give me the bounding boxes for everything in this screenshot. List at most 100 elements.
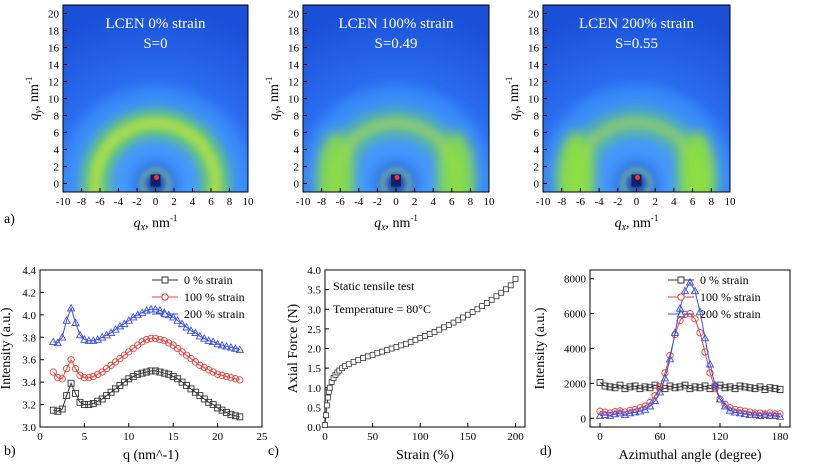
inner-halo	[140, 168, 171, 192]
data-point	[49, 337, 58, 346]
data-point	[736, 382, 744, 390]
data-point	[142, 335, 151, 344]
data-point	[227, 374, 235, 382]
x-tick-label: 2	[412, 196, 418, 208]
data-point	[160, 336, 168, 345]
y-tick-label: 3.8	[22, 332, 36, 344]
data-point	[173, 316, 182, 324]
y-axis-label: Intensity (a.u.)	[0, 307, 14, 389]
data-point	[431, 329, 438, 335]
data-point	[62, 365, 71, 373]
y-tick-label: 12	[48, 77, 59, 89]
data-point	[720, 401, 730, 410]
data-point	[635, 406, 645, 415]
data-point	[464, 311, 471, 318]
y-axis-label: qy, nm-1	[24, 77, 44, 121]
x-tick-label: 180	[772, 431, 789, 443]
data-point	[651, 381, 659, 389]
data-point	[177, 319, 187, 328]
x-tick-label: 10	[243, 196, 255, 208]
x-tick-label: 0	[322, 431, 328, 443]
equatorial-lobe-left	[557, 131, 594, 192]
data-point	[138, 369, 146, 377]
data-point	[746, 384, 754, 392]
x-axis-label: q (nm^-1)	[123, 448, 179, 463]
x-tick-label: 0	[597, 431, 603, 443]
x-tick-label: 8	[227, 196, 233, 208]
data-point	[417, 335, 424, 341]
y-axis-label: Axial Force (N)	[286, 303, 301, 393]
data-point	[379, 348, 386, 355]
x-tick-label: 8	[709, 196, 715, 208]
y-tick-label: 20	[528, 9, 540, 21]
data-point	[350, 358, 357, 365]
data-point	[484, 300, 490, 306]
data-point	[412, 336, 419, 343]
x-tick-label: -2	[373, 196, 382, 208]
data-point	[676, 316, 684, 325]
data-point	[160, 369, 168, 377]
data-point	[616, 407, 624, 415]
y-tick-label: 1.0	[307, 383, 321, 395]
panel-label-c: c)	[268, 444, 279, 459]
data-point	[384, 347, 390, 353]
data-point	[766, 384, 774, 392]
legend-label: 100 % strain	[184, 290, 245, 304]
data-point	[730, 407, 740, 416]
data-point	[147, 367, 155, 375]
legend-marker	[676, 309, 686, 318]
heatmap-order-parameter: S=0	[143, 36, 167, 52]
series-line-0	[599, 382, 781, 391]
y-tick-label: 0.0	[307, 422, 321, 434]
data-point	[67, 379, 75, 387]
y-tick-label: 12	[288, 77, 299, 89]
data-point	[204, 336, 213, 344]
data-point	[696, 329, 704, 337]
y-tick-label: 10	[288, 94, 300, 106]
data-point	[227, 411, 235, 419]
data-point	[710, 380, 720, 389]
data-point	[721, 400, 729, 408]
data-point	[231, 375, 240, 383]
data-point	[488, 296, 495, 303]
data-point	[85, 401, 93, 409]
x-tick-label: -8	[77, 196, 87, 208]
x-tick-label: 6	[449, 196, 455, 208]
data-point	[403, 340, 409, 347]
data-point	[388, 345, 395, 352]
y-tick-label: 4.0	[22, 310, 36, 322]
x-tick-label: -4	[595, 196, 605, 208]
x-tick-label: 25	[257, 431, 269, 443]
data-point	[690, 286, 700, 295]
data-point	[755, 411, 765, 419]
chart-annotation: Static tensile test	[333, 279, 415, 293]
data-point	[715, 394, 725, 403]
data-point	[324, 394, 331, 401]
data-point	[369, 351, 376, 358]
data-point	[676, 383, 684, 391]
data-point	[75, 330, 85, 339]
data-point	[208, 337, 218, 346]
y-tick-label: 18	[48, 26, 60, 38]
data-point	[775, 412, 785, 420]
inner-halo	[621, 168, 652, 192]
heatmap-image	[63, 5, 248, 192]
panel-label-b: b)	[4, 444, 16, 459]
data-point	[236, 376, 244, 384]
x-tick-label: -4	[114, 196, 124, 208]
data-point	[696, 384, 704, 392]
y-tick-label: 0	[534, 179, 540, 191]
data-point	[661, 369, 669, 377]
x-tick-label: -8	[557, 196, 567, 208]
data-point	[196, 361, 204, 369]
data-point	[156, 368, 164, 376]
x-tick-label: 20	[212, 431, 224, 443]
data-point	[67, 356, 75, 364]
y-tick-label: 8	[534, 111, 540, 123]
y-tick-label: 2	[294, 162, 300, 174]
data-point	[235, 345, 245, 353]
data-point	[236, 413, 244, 421]
data-point	[89, 400, 97, 407]
data-point	[72, 389, 79, 397]
data-point	[681, 381, 689, 389]
